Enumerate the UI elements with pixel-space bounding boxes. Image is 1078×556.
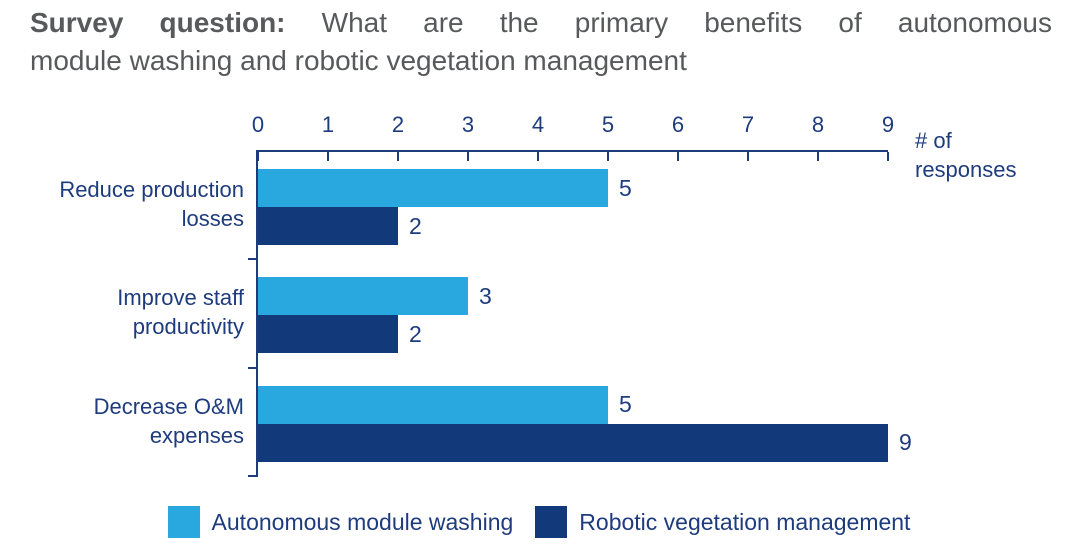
category-label-line: Improve staff: [117, 285, 244, 311]
category-label-reduce-production-losses: Reduce production losses: [18, 150, 244, 258]
bar-value-label: 5: [619, 174, 632, 201]
x-axis-tick-label: 0: [251, 112, 265, 137]
x-axis-tick: [327, 152, 329, 161]
legend-swatch-autonomous-module-washing: [167, 506, 200, 538]
y-axis-tick: [248, 258, 258, 261]
bar-robotic-vegetation-management: [258, 315, 398, 354]
legend-item-robotic-vegetation-management: Robotic vegetation management: [535, 506, 910, 538]
category-label-line: productivity: [132, 314, 244, 340]
x-axis-tick-label: 6: [671, 112, 685, 137]
category-axis-labels: Reduce production losses Improve staff prod…: [18, 150, 244, 475]
x-axis-tick-label: 9: [881, 112, 895, 137]
category-label-improve-staff-productivity: Improve staff productivity: [18, 258, 244, 366]
x-axis-tick-label: 3: [461, 112, 475, 137]
legend: Autonomous module washing Robotic vegetat…: [0, 506, 1078, 538]
x-axis-tick-label: 1: [321, 112, 335, 137]
legend-label: Robotic vegetation management: [579, 508, 911, 535]
x-axis-tick: [677, 152, 679, 161]
title-line-1: Survey question: What are the primary be…: [30, 4, 1052, 42]
category-label-line: losses: [181, 206, 244, 231]
bar-robotic-vegetation-management: [258, 207, 398, 245]
bar-autonomous-module-washing: [258, 385, 608, 424]
x-axis-tick: [607, 152, 609, 161]
bar-value-label: 9: [899, 429, 912, 456]
x-axis-tick: [467, 152, 469, 161]
category-label-line: Reduce production: [59, 177, 244, 202]
y-axis-tick: [248, 366, 258, 369]
bar-value-label: 2: [409, 320, 422, 347]
x-axis-tick: [747, 152, 749, 161]
bar-value-label: 5: [619, 391, 632, 418]
x-axis-tick-label: 2: [391, 112, 405, 137]
x-axis-tick: [537, 152, 539, 161]
x-axis-tick: [397, 152, 399, 161]
bar-value-label: 3: [479, 282, 492, 309]
legend-label: Autonomous module washing: [211, 508, 514, 535]
x-axis-tick-label: 4: [531, 112, 545, 137]
x-axis-tick-label: 7: [741, 112, 755, 137]
x-axis-tick-label: 5: [601, 112, 615, 137]
x-axis-tick: [257, 152, 259, 161]
page-title: Survey question: What are the primary be…: [30, 4, 1052, 80]
x-axis-tick-label: 8: [811, 112, 825, 137]
x-axis-title-line-1: # of: [915, 128, 952, 153]
x-axis-tick: [887, 152, 889, 161]
x-axis-title: # of responses: [915, 126, 1017, 184]
bar-autonomous-module-washing: [258, 169, 608, 207]
category-label-decrease-o-m-expenses: Decrease O&M expenses: [18, 367, 244, 475]
title-line-1-rest: What are the primary benefits of autonom…: [321, 7, 1052, 38]
y-axis-tick: [248, 475, 258, 477]
legend-swatch-robotic-vegetation-management: [535, 506, 568, 538]
plot-area: 0 1 2 3 4 5 6 7 8 9 5 2 3 2 5 9: [248, 112, 912, 477]
title-bold-prefix: Survey question:: [30, 7, 286, 38]
category-label-line: expenses: [149, 422, 244, 448]
x-axis-tick: [817, 152, 819, 161]
title-line-2: module washing and robotic vegetation ma…: [30, 45, 687, 76]
bar-value-label: 2: [409, 212, 422, 239]
legend-item-autonomous-module-washing: Autonomous module washing: [167, 506, 514, 538]
bar-autonomous-module-washing: [258, 277, 468, 316]
category-label-line: Decrease O&M: [93, 393, 244, 419]
x-axis-title-line-2: responses: [915, 157, 1017, 182]
bar-robotic-vegetation-management: [258, 423, 888, 462]
